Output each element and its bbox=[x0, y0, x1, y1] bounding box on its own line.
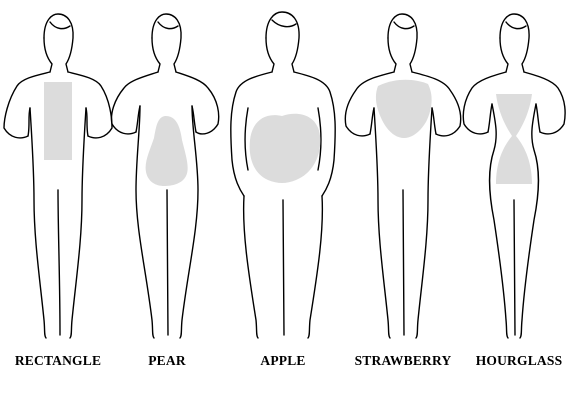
hourglass-shape bbox=[496, 94, 532, 184]
label-pear: PEAR bbox=[148, 353, 186, 368]
figure-hourglass bbox=[462, 13, 566, 339]
label-hourglass: HOURGLASS bbox=[475, 353, 563, 368]
figure-pear bbox=[110, 13, 220, 339]
label-strawberry: STRAWBERRY bbox=[354, 353, 452, 368]
figure-rectangle bbox=[3, 13, 113, 339]
label-rectangle: RECTANGLE bbox=[14, 353, 102, 368]
pear-shape bbox=[145, 116, 188, 186]
figure-strawberry bbox=[344, 13, 462, 339]
label-apple: APPLE bbox=[260, 353, 306, 368]
apple-shape bbox=[249, 113, 321, 183]
rectangle-shape bbox=[44, 82, 72, 160]
strawberry-shape bbox=[375, 79, 432, 138]
figure-apple bbox=[230, 11, 336, 339]
